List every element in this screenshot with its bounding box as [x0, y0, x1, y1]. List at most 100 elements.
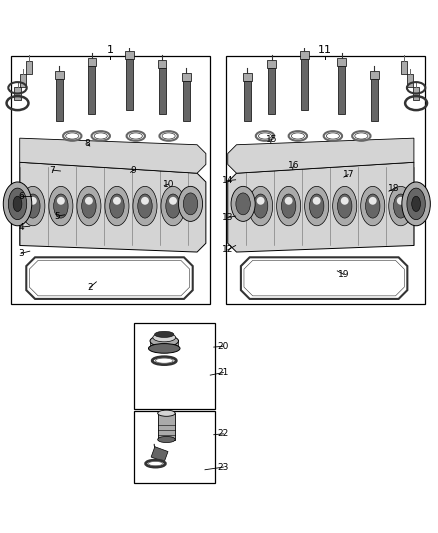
Bar [413, 87, 419, 100]
Text: 10: 10 [163, 180, 174, 189]
Text: 23: 23 [218, 463, 229, 472]
Bar [182, 74, 191, 81]
Bar [244, 81, 251, 120]
Ellipse shape [158, 410, 175, 416]
Ellipse shape [105, 187, 129, 226]
Bar [268, 68, 275, 114]
Ellipse shape [85, 197, 93, 205]
Ellipse shape [158, 437, 175, 442]
Ellipse shape [313, 197, 321, 205]
Bar [125, 52, 134, 59]
Ellipse shape [49, 187, 73, 226]
Bar [56, 79, 63, 120]
Ellipse shape [53, 194, 68, 218]
Ellipse shape [184, 193, 198, 215]
Ellipse shape [110, 194, 124, 218]
Ellipse shape [13, 196, 22, 212]
Text: 7: 7 [49, 166, 56, 175]
Ellipse shape [360, 187, 385, 226]
Ellipse shape [169, 197, 177, 205]
Bar [126, 59, 133, 110]
Bar [150, 340, 178, 349]
Bar [88, 58, 96, 66]
Ellipse shape [57, 197, 65, 205]
Ellipse shape [8, 188, 27, 220]
Text: 2: 2 [87, 283, 92, 292]
Text: 1: 1 [107, 45, 114, 55]
Text: 20: 20 [218, 342, 229, 351]
Ellipse shape [77, 187, 101, 226]
Ellipse shape [153, 333, 176, 342]
Ellipse shape [133, 187, 157, 226]
Ellipse shape [21, 187, 45, 226]
Ellipse shape [25, 194, 40, 218]
Ellipse shape [253, 194, 268, 218]
Polygon shape [228, 162, 414, 252]
Ellipse shape [281, 194, 296, 218]
Bar [371, 79, 378, 120]
Polygon shape [20, 138, 206, 173]
Ellipse shape [3, 182, 32, 226]
Ellipse shape [389, 187, 413, 226]
Text: 8: 8 [85, 139, 91, 148]
Text: 22: 22 [218, 429, 229, 438]
Text: 19: 19 [338, 270, 350, 279]
Ellipse shape [402, 182, 430, 226]
Ellipse shape [397, 197, 405, 205]
Ellipse shape [179, 187, 202, 221]
Bar [11, 56, 210, 304]
Ellipse shape [81, 194, 96, 218]
Text: 9: 9 [131, 166, 137, 175]
Text: 21: 21 [218, 368, 229, 377]
Ellipse shape [155, 332, 174, 337]
Text: 15: 15 [266, 135, 277, 144]
Text: 14: 14 [222, 176, 233, 185]
Ellipse shape [231, 187, 255, 221]
Ellipse shape [29, 197, 37, 205]
Ellipse shape [407, 188, 425, 220]
Ellipse shape [369, 197, 377, 205]
Ellipse shape [341, 197, 349, 205]
Bar [243, 74, 252, 81]
Text: 6: 6 [18, 192, 24, 201]
Bar [151, 447, 168, 462]
Bar [134, 411, 215, 483]
Ellipse shape [249, 187, 272, 226]
Ellipse shape [148, 344, 180, 353]
Text: 3: 3 [18, 249, 24, 258]
Ellipse shape [394, 194, 408, 218]
Ellipse shape [141, 197, 149, 205]
Bar [20, 74, 26, 87]
Ellipse shape [138, 194, 152, 218]
Ellipse shape [150, 335, 179, 346]
Text: 13: 13 [222, 213, 233, 222]
Ellipse shape [365, 194, 380, 218]
Bar [158, 413, 175, 440]
Text: 16: 16 [288, 161, 299, 170]
Bar [183, 81, 190, 120]
Bar [338, 66, 345, 114]
Bar [55, 71, 64, 79]
Polygon shape [228, 138, 414, 173]
Bar [267, 60, 276, 68]
Bar [14, 87, 21, 100]
Ellipse shape [161, 187, 185, 226]
Bar [401, 61, 407, 74]
Ellipse shape [333, 187, 357, 226]
Ellipse shape [310, 194, 324, 218]
Bar [300, 52, 309, 59]
Bar [301, 59, 308, 110]
Ellipse shape [113, 197, 121, 205]
Text: 4: 4 [18, 223, 24, 231]
Ellipse shape [166, 194, 180, 218]
Text: 5: 5 [54, 212, 60, 221]
Bar [158, 60, 166, 68]
Bar [26, 61, 32, 74]
Bar [226, 56, 425, 304]
Text: 12: 12 [222, 245, 233, 254]
Ellipse shape [236, 193, 251, 215]
Bar [134, 324, 215, 409]
Ellipse shape [412, 196, 420, 212]
Ellipse shape [257, 197, 265, 205]
Bar [337, 58, 346, 66]
